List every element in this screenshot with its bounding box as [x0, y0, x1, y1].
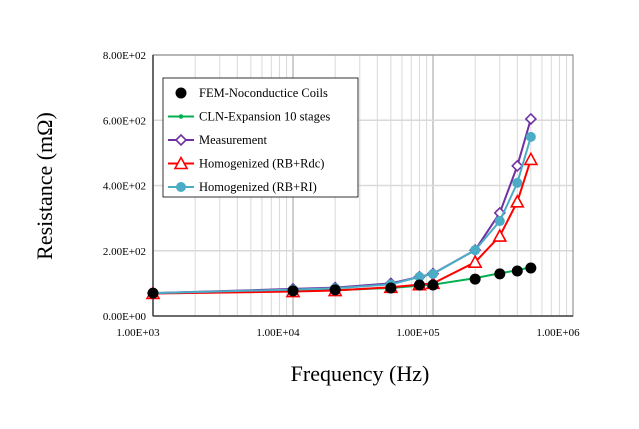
data-point — [492, 228, 508, 242]
data-point — [494, 216, 505, 227]
data-point — [176, 182, 186, 192]
legend-label: CLN-Expansion 10 stages — [199, 110, 330, 124]
legend-box — [162, 77, 359, 198]
data-point — [494, 268, 506, 280]
legend-item: FEM-Noconductice Coils — [175, 86, 328, 100]
y-tick-labels: 0.00E+00 2.00E+02 4.00E+02 6.00E+02 8.00E+02 — [103, 50, 147, 323]
data-point — [511, 265, 523, 277]
legend-item: Homogenized (RB+Rdc) — [168, 155, 324, 171]
data-point — [385, 282, 397, 294]
data-point — [524, 112, 537, 126]
data-point — [287, 285, 299, 297]
y-tick-label: 4.00E+02 — [103, 181, 146, 193]
legend: FEM-Noconductice Coils CLN-Expansion 10 s… — [162, 77, 359, 198]
legend-item: Homogenized (RB+RI) — [168, 180, 317, 194]
data-point — [525, 131, 536, 142]
data-point — [467, 254, 483, 268]
legend-label: Homogenized (RB+Rdc) — [199, 157, 324, 171]
legend-item: Measurement — [168, 133, 268, 147]
x-tick-label: 1.00E+06 — [536, 327, 580, 339]
series-line — [152, 136, 532, 295]
x-tick-label: 1.00E+04 — [256, 327, 300, 339]
data-point — [414, 271, 425, 282]
x-tick-labels: 1.00E+03 1.00E+04 1.00E+05 1.00E+06 — [116, 327, 580, 339]
y-tick-label: 6.00E+02 — [103, 115, 146, 127]
y-tick-label: 2.00E+02 — [103, 246, 146, 258]
legend-label: Measurement — [199, 133, 268, 147]
x-axis-title: Frequency (Hz) — [291, 361, 430, 386]
data-point — [512, 177, 523, 188]
data-point — [427, 279, 439, 291]
data-point — [413, 279, 425, 291]
data-point — [178, 114, 184, 119]
data-point — [523, 151, 539, 166]
data-point — [175, 87, 187, 99]
data-point — [525, 262, 537, 274]
x-tick-label: 1.00E+05 — [396, 327, 440, 339]
y-axis-title: Resistance (mΩ) — [32, 112, 57, 260]
y-tick-label: 0.00E+00 — [103, 311, 147, 323]
legend-label: FEM-Noconductice Coils — [199, 86, 328, 100]
legend-item: CLN-Expansion 10 stages — [168, 110, 330, 124]
data-point — [469, 273, 481, 285]
series-line — [152, 159, 532, 295]
legend-label: Homogenized (RB+RI) — [199, 180, 317, 194]
data-point — [511, 159, 524, 173]
data-point — [428, 268, 438, 279]
data-point — [329, 284, 341, 296]
data-point — [174, 133, 188, 147]
series-fem-noconductice-coils — [147, 262, 537, 299]
x-tick-label: 1.00E+03 — [116, 327, 160, 339]
series-layer — [145, 112, 539, 300]
data-point — [470, 245, 481, 256]
data-point — [509, 194, 525, 208]
y-tick-label: 8.00E+02 — [103, 50, 146, 62]
data-point — [147, 287, 159, 299]
data-point — [173, 155, 189, 170]
